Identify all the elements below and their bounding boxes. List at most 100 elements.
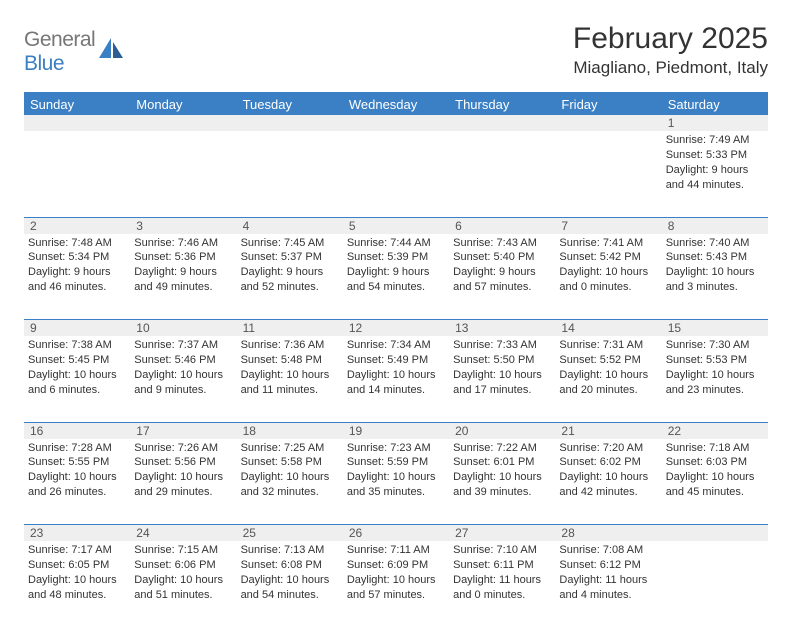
logo-text: General Blue [24, 28, 95, 76]
daylight-text: Daylight: 10 hours and 57 minutes. [347, 573, 445, 603]
day-detail-cell: Sunrise: 7:30 AMSunset: 5:53 PMDaylight:… [662, 336, 768, 422]
day-details: Sunrise: 7:15 AMSunset: 6:06 PMDaylight:… [134, 541, 232, 602]
daylight-text: Daylight: 9 hours and 52 minutes. [241, 265, 339, 295]
day-details: Sunrise: 7:08 AMSunset: 6:12 PMDaylight:… [559, 541, 657, 602]
weekday-header: Wednesday [343, 93, 449, 115]
sunrise-text: Sunrise: 7:31 AM [559, 338, 657, 353]
sunrise-text: Sunrise: 7:28 AM [28, 441, 126, 456]
sunrise-text: Sunrise: 7:10 AM [453, 543, 551, 558]
daylight-text: Daylight: 10 hours and 11 minutes. [241, 368, 339, 398]
sunset-text: Sunset: 5:33 PM [666, 148, 764, 163]
sunrise-text: Sunrise: 7:41 AM [559, 236, 657, 251]
sunset-text: Sunset: 5:45 PM [28, 353, 126, 368]
day-detail-cell: Sunrise: 7:25 AMSunset: 5:58 PMDaylight:… [237, 439, 343, 525]
sunrise-text: Sunrise: 7:34 AM [347, 338, 445, 353]
day-detail-row: Sunrise: 7:48 AMSunset: 5:34 PMDaylight:… [24, 234, 768, 320]
day-number-cell: 25 [237, 525, 343, 542]
day-number-cell: 16 [24, 422, 130, 439]
day-number-cell: 7 [555, 217, 661, 234]
day-details: Sunrise: 7:31 AMSunset: 5:52 PMDaylight:… [559, 336, 657, 397]
day-number-cell: 15 [662, 320, 768, 337]
day-number-cell: 9 [24, 320, 130, 337]
day-number-row: 9101112131415 [24, 320, 768, 337]
day-number-cell: 5 [343, 217, 449, 234]
sunset-text: Sunset: 6:11 PM [453, 558, 551, 573]
daylight-text: Daylight: 11 hours and 4 minutes. [559, 573, 657, 603]
sunrise-text: Sunrise: 7:11 AM [347, 543, 445, 558]
day-detail-cell [130, 131, 236, 217]
day-detail-cell: Sunrise: 7:38 AMSunset: 5:45 PMDaylight:… [24, 336, 130, 422]
day-detail-cell: Sunrise: 7:28 AMSunset: 5:55 PMDaylight:… [24, 439, 130, 525]
page-header: General Blue February 2025 Miagliano, Pi… [24, 22, 768, 78]
sunrise-text: Sunrise: 7:20 AM [559, 441, 657, 456]
day-number-cell: 23 [24, 525, 130, 542]
daylight-text: Daylight: 10 hours and 29 minutes. [134, 470, 232, 500]
sunrise-text: Sunrise: 7:22 AM [453, 441, 551, 456]
day-number-cell: 1 [662, 115, 768, 131]
day-details: Sunrise: 7:13 AMSunset: 6:08 PMDaylight:… [241, 541, 339, 602]
day-number-cell: 19 [343, 422, 449, 439]
daylight-text: Daylight: 9 hours and 49 minutes. [134, 265, 232, 295]
day-details: Sunrise: 7:46 AMSunset: 5:36 PMDaylight:… [134, 234, 232, 295]
sunset-text: Sunset: 5:53 PM [666, 353, 764, 368]
sunset-text: Sunset: 5:43 PM [666, 250, 764, 265]
sunrise-text: Sunrise: 7:25 AM [241, 441, 339, 456]
sunset-text: Sunset: 5:42 PM [559, 250, 657, 265]
day-details: Sunrise: 7:10 AMSunset: 6:11 PMDaylight:… [453, 541, 551, 602]
day-details: Sunrise: 7:40 AMSunset: 5:43 PMDaylight:… [666, 234, 764, 295]
daylight-text: Daylight: 10 hours and 17 minutes. [453, 368, 551, 398]
sunrise-text: Sunrise: 7:30 AM [666, 338, 764, 353]
day-detail-row: Sunrise: 7:38 AMSunset: 5:45 PMDaylight:… [24, 336, 768, 422]
day-details: Sunrise: 7:18 AMSunset: 6:03 PMDaylight:… [666, 439, 764, 500]
sunset-text: Sunset: 6:06 PM [134, 558, 232, 573]
daylight-text: Daylight: 10 hours and 14 minutes. [347, 368, 445, 398]
sunset-text: Sunset: 6:01 PM [453, 455, 551, 470]
day-details: Sunrise: 7:41 AMSunset: 5:42 PMDaylight:… [559, 234, 657, 295]
title-block: February 2025 Miagliano, Piedmont, Italy [573, 22, 768, 78]
sunrise-text: Sunrise: 7:18 AM [666, 441, 764, 456]
daylight-text: Daylight: 10 hours and 0 minutes. [559, 265, 657, 295]
day-number-cell: 22 [662, 422, 768, 439]
daylight-text: Daylight: 10 hours and 35 minutes. [347, 470, 445, 500]
day-number-row: 2345678 [24, 217, 768, 234]
day-detail-row: Sunrise: 7:28 AMSunset: 5:55 PMDaylight:… [24, 439, 768, 525]
day-detail-cell: Sunrise: 7:08 AMSunset: 6:12 PMDaylight:… [555, 541, 661, 627]
day-number-cell: 20 [449, 422, 555, 439]
day-detail-cell [343, 131, 449, 217]
day-detail-cell: Sunrise: 7:34 AMSunset: 5:49 PMDaylight:… [343, 336, 449, 422]
day-detail-cell [662, 541, 768, 627]
sunrise-text: Sunrise: 7:45 AM [241, 236, 339, 251]
day-number-cell: 27 [449, 525, 555, 542]
daylight-text: Daylight: 9 hours and 57 minutes. [453, 265, 551, 295]
day-detail-cell: Sunrise: 7:40 AMSunset: 5:43 PMDaylight:… [662, 234, 768, 320]
day-detail-cell: Sunrise: 7:13 AMSunset: 6:08 PMDaylight:… [237, 541, 343, 627]
sunrise-text: Sunrise: 7:33 AM [453, 338, 551, 353]
brand-logo: General Blue [24, 22, 125, 76]
sunset-text: Sunset: 5:56 PM [134, 455, 232, 470]
day-number-row: 232425262728 [24, 525, 768, 542]
sunset-text: Sunset: 6:02 PM [559, 455, 657, 470]
day-detail-cell: Sunrise: 7:22 AMSunset: 6:01 PMDaylight:… [449, 439, 555, 525]
weekday-header: Sunday [24, 93, 130, 115]
daylight-text: Daylight: 10 hours and 6 minutes. [28, 368, 126, 398]
day-detail-cell: Sunrise: 7:36 AMSunset: 5:48 PMDaylight:… [237, 336, 343, 422]
day-detail-cell: Sunrise: 7:17 AMSunset: 6:05 PMDaylight:… [24, 541, 130, 627]
daylight-text: Daylight: 10 hours and 39 minutes. [453, 470, 551, 500]
day-details: Sunrise: 7:28 AMSunset: 5:55 PMDaylight:… [28, 439, 126, 500]
sunrise-text: Sunrise: 7:13 AM [241, 543, 339, 558]
sunset-text: Sunset: 5:49 PM [347, 353, 445, 368]
day-detail-cell: Sunrise: 7:48 AMSunset: 5:34 PMDaylight:… [24, 234, 130, 320]
day-number-cell [449, 115, 555, 131]
day-details: Sunrise: 7:45 AMSunset: 5:37 PMDaylight:… [241, 234, 339, 295]
day-number-cell: 8 [662, 217, 768, 234]
logo-word-general: General [24, 28, 95, 51]
sunset-text: Sunset: 5:59 PM [347, 455, 445, 470]
day-number-cell: 14 [555, 320, 661, 337]
weekday-header: Friday [555, 93, 661, 115]
sunrise-text: Sunrise: 7:36 AM [241, 338, 339, 353]
day-details: Sunrise: 7:33 AMSunset: 5:50 PMDaylight:… [453, 336, 551, 397]
sunset-text: Sunset: 6:08 PM [241, 558, 339, 573]
sunset-text: Sunset: 5:46 PM [134, 353, 232, 368]
day-details: Sunrise: 7:23 AMSunset: 5:59 PMDaylight:… [347, 439, 445, 500]
sunrise-text: Sunrise: 7:38 AM [28, 338, 126, 353]
